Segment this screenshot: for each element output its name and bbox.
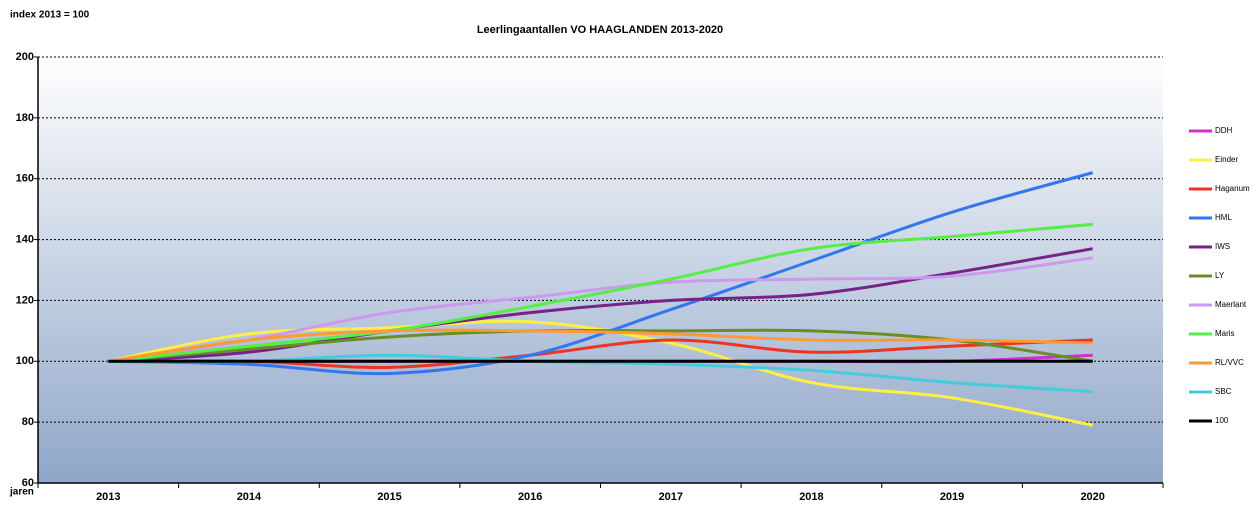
legend-label: Maerlant [1215, 300, 1247, 309]
legend-label: LY [1215, 271, 1225, 280]
x-axis-label: jaren [9, 487, 34, 498]
subtitle: index 2013 = 100 [10, 10, 90, 21]
legend-label: DDH [1215, 126, 1233, 135]
x-tick-label: 2013 [96, 491, 120, 503]
x-tick-label: 2018 [799, 491, 823, 503]
x-tick-label: 2015 [377, 491, 401, 503]
series-line [108, 222, 1093, 363]
legend-label: Einder [1215, 155, 1238, 164]
x-tick-label: 2017 [659, 491, 683, 503]
y-tick-label: 160 [16, 173, 34, 185]
y-tick-label: 120 [16, 294, 34, 306]
series-line [108, 328, 1093, 363]
legend-label: Haganum [1215, 184, 1250, 193]
x-tick-label: 2020 [1080, 491, 1104, 503]
legend-label: RL/VVC [1215, 358, 1244, 367]
x-tick-label: 2019 [940, 491, 964, 503]
series-line [108, 328, 1093, 363]
legend-label: SBC [1215, 387, 1232, 396]
legend-label: 100 [1215, 416, 1229, 425]
y-tick-label: 200 [16, 51, 34, 63]
y-tick-label: 60 [22, 477, 34, 489]
legend-label: IWS [1215, 242, 1230, 251]
y-tick-label: 80 [22, 416, 34, 428]
series-line [108, 171, 1094, 376]
legend-label: Maris [1215, 329, 1235, 338]
y-tick-label: 180 [16, 112, 34, 124]
x-tick-label: 2014 [237, 491, 262, 503]
legend-label: HML [1215, 213, 1232, 222]
plot-area [38, 57, 1163, 483]
y-tick-label: 100 [16, 355, 34, 367]
x-tick-label: 2016 [518, 491, 542, 503]
y-tick-label: 140 [16, 233, 34, 245]
chart-title: Leerlingaantallen VO HAAGLANDEN 2013-202… [477, 24, 723, 36]
